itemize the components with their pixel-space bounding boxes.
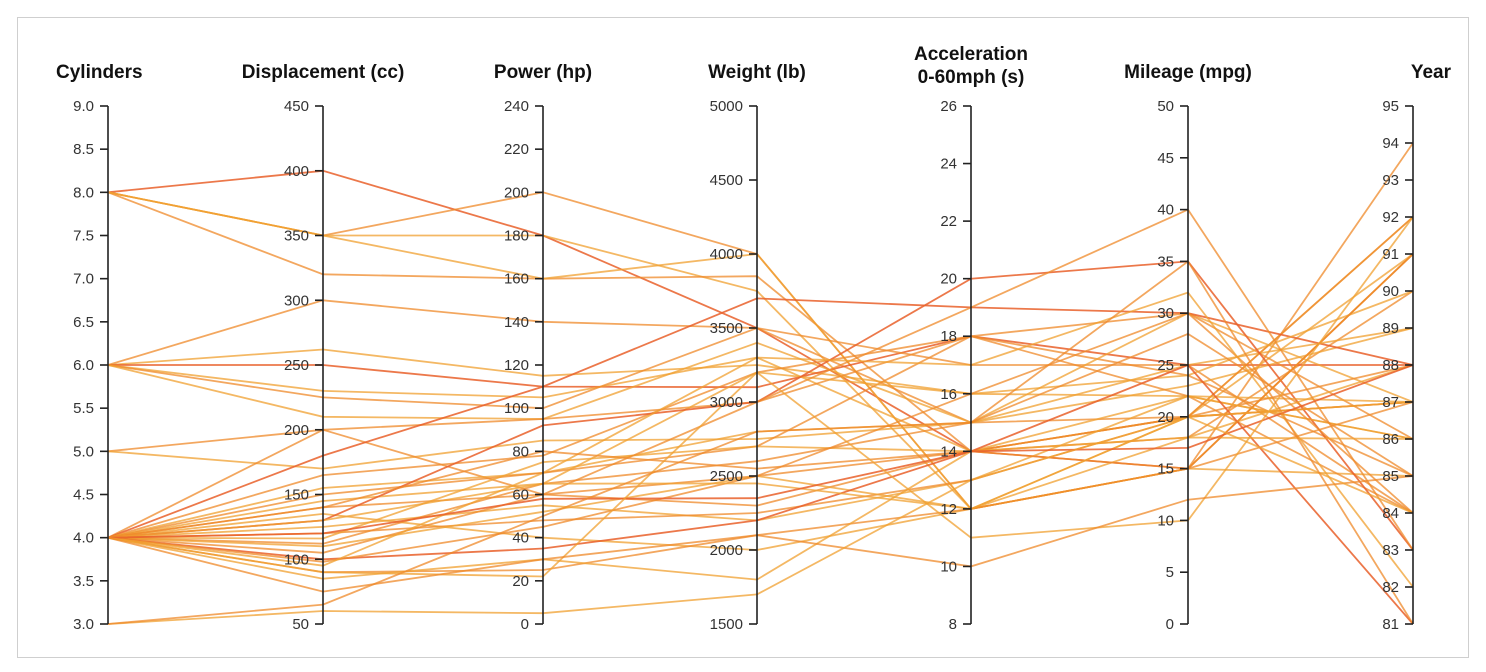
tick-label: 83	[1382, 542, 1399, 559]
tick-label: 60	[512, 487, 529, 504]
axis-title: 0-60mph (s)	[918, 67, 1025, 88]
tick-label: 7.5	[73, 228, 94, 245]
tick-label: 140	[504, 314, 529, 331]
tick-label: 3500	[710, 320, 743, 337]
axis-1: 50 100 150 200 250 300 350 400 450 Displacement (…	[242, 62, 405, 633]
tick-label: 22	[940, 213, 957, 230]
axis-2: 0 20 40 60 80 100 120 140 160 180 200 220 240 Power (…	[494, 62, 592, 633]
tick-label: 89	[1382, 320, 1399, 337]
tick-label: 5	[1166, 564, 1174, 581]
tick-label: 160	[504, 271, 529, 288]
tick-label: 220	[504, 141, 529, 158]
tick-label: 87	[1382, 394, 1399, 411]
tick-label: 18	[940, 328, 957, 345]
tick-label: 3.0	[73, 616, 94, 633]
tick-label: 84	[1382, 505, 1399, 522]
tick-label: 120	[504, 357, 529, 374]
tick-label: 30	[1157, 305, 1174, 322]
axis-5: 0 5 10 15 20 25 30 35 40 45 50 Mileage (mpg)	[1124, 62, 1252, 633]
axes: 3.0 3.5 4.0 4.5 5.0 5.5 6.0 6.5 7.0 7.5 8.0 8.5 9.0 C…	[56, 44, 1452, 633]
tick-label: 40	[512, 530, 529, 547]
tick-label: 93	[1382, 172, 1399, 189]
data-line-1	[107, 142, 1414, 510]
tick-label: 94	[1382, 135, 1399, 152]
tick-label: 5.0	[73, 443, 94, 460]
axis-title: Displacement (cc)	[242, 62, 405, 83]
tick-label: 91	[1382, 246, 1399, 263]
tick-label: 1500	[710, 616, 743, 633]
tick-label: 300	[284, 292, 309, 309]
tick-label: 100	[504, 400, 529, 417]
tick-label: 350	[284, 228, 309, 245]
tick-label: 86	[1382, 431, 1399, 448]
axis-3: 1500 2000 2500 3000 3500 4000 4500 5000 Weight (…	[708, 62, 806, 633]
tick-label: 92	[1382, 209, 1399, 226]
tick-label: 82	[1382, 579, 1399, 596]
tick-label: 250	[284, 357, 309, 374]
tick-label: 10	[940, 558, 957, 575]
tick-label: 5000	[710, 98, 743, 115]
tick-label: 7.0	[73, 271, 94, 288]
tick-label: 50	[1157, 98, 1174, 115]
tick-label: 3000	[710, 394, 743, 411]
axis-title: Weight (lb)	[708, 62, 806, 83]
data-line-9	[107, 327, 1414, 514]
tick-label: 6.5	[73, 314, 94, 331]
tick-label: 85	[1382, 468, 1399, 485]
tick-label: 20	[940, 271, 957, 288]
tick-label: 88	[1382, 357, 1399, 374]
tick-label: 8.5	[73, 141, 94, 158]
tick-label: 4000	[710, 246, 743, 263]
tick-label: 16	[940, 386, 957, 403]
tick-label: 26	[940, 98, 957, 115]
axis-title: Power (hp)	[494, 62, 592, 83]
tick-label: 2500	[710, 468, 743, 485]
axis-title: Mileage (mpg)	[1124, 62, 1252, 83]
axis-0: 3.0 3.5 4.0 4.5 5.0 5.5 6.0 6.5 7.0 7.5 8.0 8.5 9.0 C…	[56, 62, 143, 633]
tick-label: 10	[1157, 512, 1174, 529]
tick-label: 4500	[710, 172, 743, 189]
axis-title: Cylinders	[56, 62, 143, 83]
tick-label: 150	[284, 487, 309, 504]
tick-label: 400	[284, 163, 309, 180]
tick-label: 4.0	[73, 530, 94, 547]
tick-label: 25	[1157, 357, 1174, 374]
tick-label: 45	[1157, 150, 1174, 167]
chart-frame: 3.0 3.5 4.0 4.5 5.0 5.5 6.0 6.5 7.0 7.5 8.0 8.5 9.0 C…	[17, 17, 1469, 658]
axis-title: Year	[1411, 62, 1452, 83]
tick-label: 95	[1382, 98, 1399, 115]
tick-label: 2000	[710, 542, 743, 559]
tick-label: 20	[512, 573, 529, 590]
parallel-coordinates-chart: 3.0 3.5 4.0 4.5 5.0 5.5 6.0 6.5 7.0 7.5 8.0 8.5 9.0 C…	[56, 44, 1452, 633]
tick-label: 3.5	[73, 573, 94, 590]
tick-label: 6.0	[73, 357, 94, 374]
tick-label: 5.5	[73, 400, 94, 417]
tick-label: 0	[521, 616, 529, 633]
tick-label: 14	[940, 443, 957, 460]
tick-label: 90	[1382, 283, 1399, 300]
tick-label: 12	[940, 501, 957, 518]
tick-label: 24	[940, 156, 957, 173]
axis-6: 81 82 83 84 85 86 87 88 89 90 91 92 93 94 95 Year	[1382, 62, 1451, 633]
axis-title: Acceleration	[914, 44, 1028, 65]
tick-label: 200	[504, 184, 529, 201]
tick-label: 9.0	[73, 98, 94, 115]
tick-label: 35	[1157, 253, 1174, 270]
tick-label: 4.5	[73, 487, 94, 504]
tick-label: 80	[512, 443, 529, 460]
tick-label: 180	[504, 228, 529, 245]
tick-label: 50	[292, 616, 309, 633]
tick-label: 100	[284, 551, 309, 568]
tick-label: 8	[949, 616, 957, 633]
tick-label: 40	[1157, 202, 1174, 219]
tick-label: 20	[1157, 409, 1174, 426]
tick-label: 240	[504, 98, 529, 115]
tick-label: 8.0	[73, 184, 94, 201]
tick-label: 0	[1166, 616, 1174, 633]
tick-label: 200	[284, 422, 309, 439]
tick-label: 81	[1382, 616, 1399, 633]
tick-label: 15	[1157, 461, 1174, 478]
tick-label: 450	[284, 98, 309, 115]
